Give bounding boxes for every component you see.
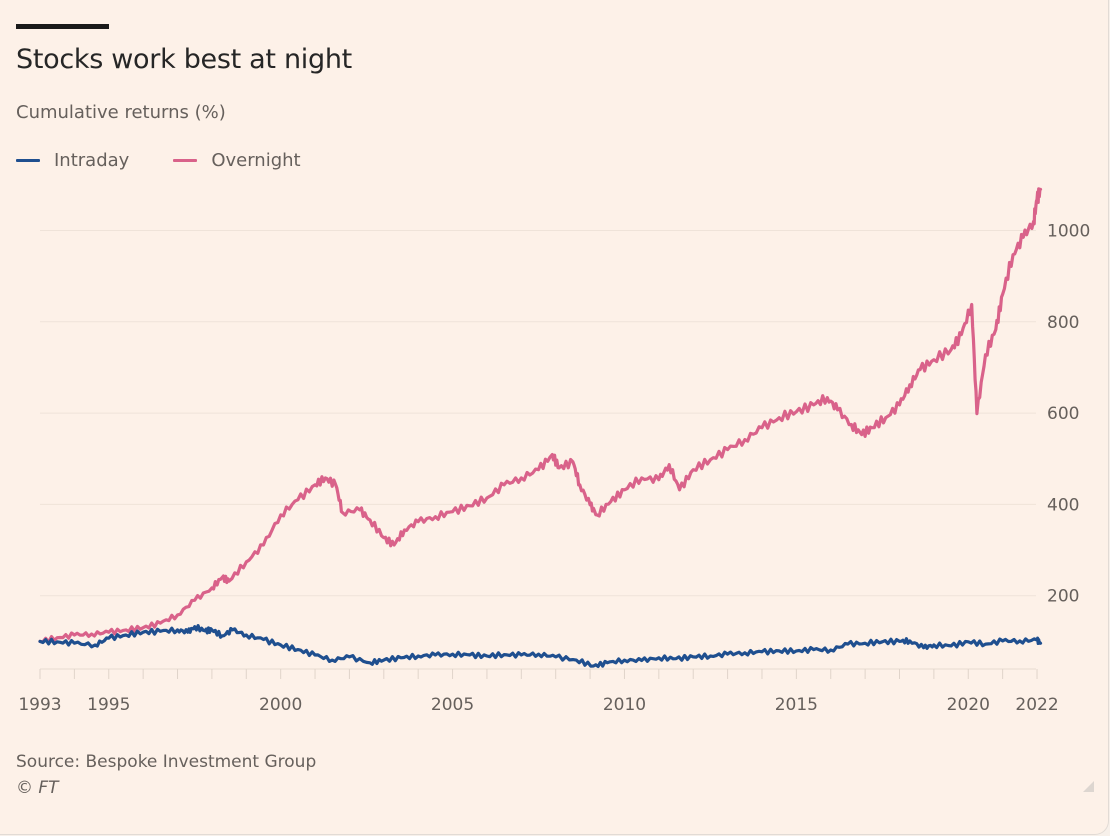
legend-label-intraday: Intraday [54,150,130,171]
series-line-intraday [38,624,1043,668]
y-tick-label: 600 [1047,404,1079,424]
legend-swatch-intraday [16,159,40,162]
series-lines [38,187,1043,668]
x-tick-label: 2005 [431,695,474,715]
series-line-overnight [38,187,1043,644]
x-tick-label: 2022 [1015,695,1058,715]
chart-subtitle: Cumulative returns (%) [16,102,226,123]
header-rule [16,24,109,29]
x-tick-label: 2020 [947,695,990,715]
source-note: Source: Bespoke Investment Group [16,752,317,772]
y-tick-label: 200 [1047,587,1079,607]
legend-item-intraday: Intraday [16,150,129,171]
y-tick-label: 800 [1047,313,1079,333]
legend: Intraday Overnight [16,150,345,171]
x-tick-label: 2010 [603,695,646,715]
x-tick-label: 1995 [87,695,130,715]
y-tick-label: 1000 [1047,222,1090,242]
legend-swatch-overnight [173,159,198,162]
y-tick-label: 400 [1047,495,1079,515]
legend-label-overnight: Overnight [211,150,301,171]
x-tick-label: 1993 [18,695,61,715]
x-tick-label: 2015 [775,695,818,715]
x-tick-label: 2000 [259,695,302,715]
x-axis: 1993 1995 2000 2005 2010 2015 2020 2022 [18,668,1059,715]
chart-title: Stocks work best at night [16,44,352,75]
copyright-note: © FT [16,778,59,798]
legend-item-overnight: Overnight [173,150,301,171]
y-axis: 200 400 600 800 1000 [1047,222,1090,607]
gridlines [40,230,1036,597]
resize-handle-icon[interactable] [1083,781,1094,792]
